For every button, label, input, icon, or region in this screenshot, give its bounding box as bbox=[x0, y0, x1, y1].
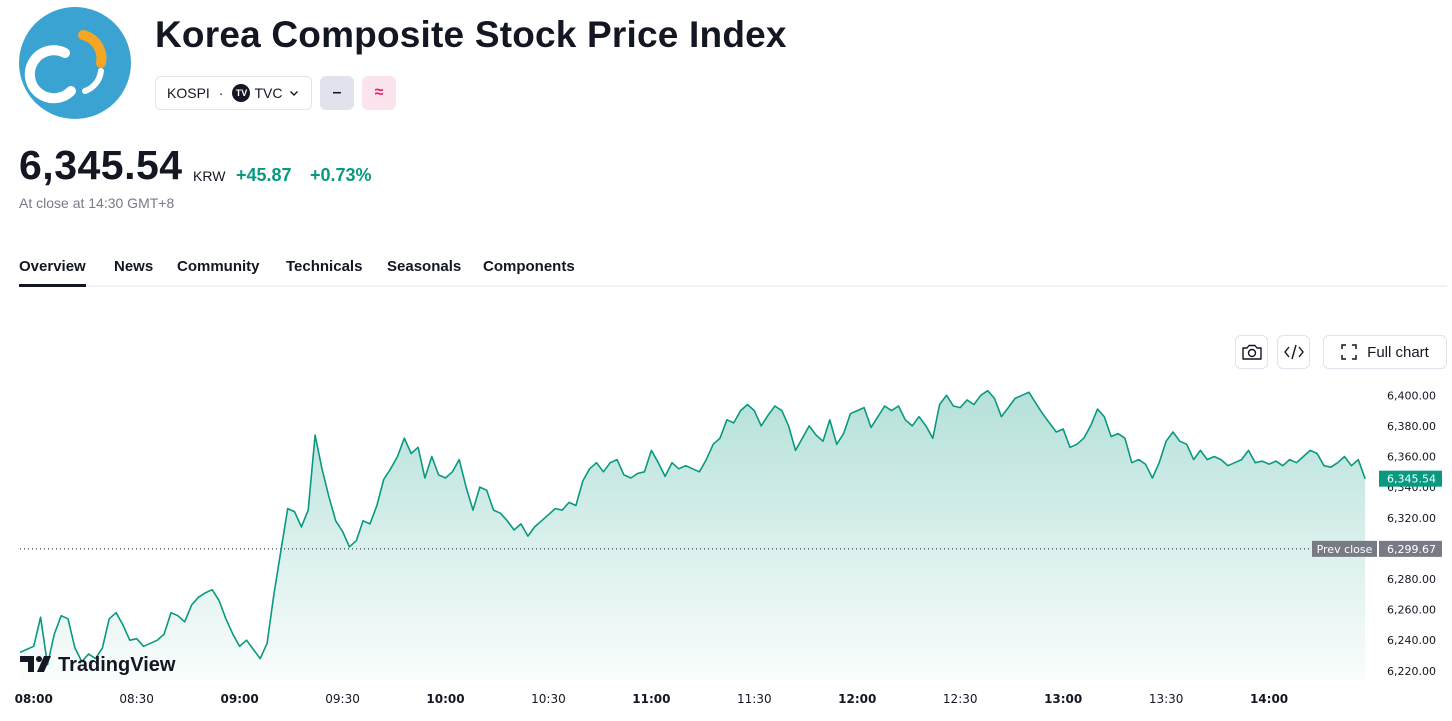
embed-button[interactable] bbox=[1277, 335, 1310, 369]
full-chart-label: Full chart bbox=[1367, 343, 1429, 361]
x-tick-label: 08:30 bbox=[119, 692, 154, 706]
x-tick-label: 12:30 bbox=[943, 692, 978, 706]
y-tick-label: 6,360.00 bbox=[1387, 451, 1436, 464]
code-icon bbox=[1283, 344, 1304, 360]
y-tick-label: 6,400.00 bbox=[1387, 389, 1436, 402]
tradingview-watermark: TradingView bbox=[20, 654, 176, 676]
kospi-logo bbox=[19, 7, 131, 119]
x-tick-label: 12:00 bbox=[838, 692, 876, 706]
tab-technicals[interactable]: Technicals bbox=[286, 258, 363, 275]
y-tick-label: 6,240.00 bbox=[1387, 634, 1436, 647]
full-chart-button[interactable]: Full chart bbox=[1323, 335, 1447, 369]
prev-close-tag bbox=[1312, 540, 1377, 557]
x-tick-label: 10:30 bbox=[531, 692, 566, 706]
tab-news[interactable]: News bbox=[114, 258, 154, 275]
exchange-label: TVC bbox=[254, 85, 283, 101]
y-tick-label: 6,380.00 bbox=[1387, 420, 1436, 433]
market-status-badge[interactable]: – bbox=[320, 76, 354, 110]
x-tick-label: 13:30 bbox=[1149, 692, 1184, 706]
prev-close-label: Prev close bbox=[1317, 543, 1373, 556]
tab-overview[interactable]: Overview bbox=[19, 258, 86, 287]
last-price-tag-label: 6,345.54 bbox=[1387, 473, 1436, 486]
x-tick-label: 14:00 bbox=[1250, 692, 1288, 706]
prev-close-value-tag bbox=[1379, 540, 1442, 557]
symbol-exchange-chip[interactable]: KOSPI · TV TVC bbox=[155, 76, 312, 110]
tab-seasonals[interactable]: Seasonals bbox=[387, 258, 462, 275]
delayed-data-badge[interactable]: ≈ bbox=[362, 76, 396, 110]
x-tick-label: 09:30 bbox=[325, 692, 360, 706]
camera-icon bbox=[1241, 344, 1262, 360]
y-tick-label: 6,220.00 bbox=[1387, 665, 1436, 678]
snapshot-button[interactable] bbox=[1235, 335, 1268, 369]
y-tick-label: 6,260.00 bbox=[1387, 604, 1436, 617]
tradingview-wordmark: TradingView bbox=[58, 654, 176, 676]
last-price: 6,345.54 bbox=[19, 142, 183, 188]
price-area-fill bbox=[20, 390, 1366, 680]
symbol-label: KOSPI bbox=[167, 85, 210, 101]
prev-close-value: 6,299.67 bbox=[1387, 543, 1436, 556]
x-tick-label: 08:00 bbox=[15, 692, 53, 706]
x-tick-label: 09:00 bbox=[221, 692, 259, 706]
currency-label: KRW bbox=[193, 168, 226, 184]
separator-dot: · bbox=[218, 85, 224, 101]
price-change-percent: +0.73% bbox=[310, 165, 372, 185]
tab-bar: Overview News Community Technicals Seaso… bbox=[19, 258, 1447, 287]
tab-components[interactable]: Components bbox=[483, 258, 575, 275]
x-tick-label: 10:00 bbox=[426, 692, 464, 706]
y-tick-label: 6,320.00 bbox=[1387, 512, 1436, 525]
last-price-tag bbox=[1379, 470, 1442, 487]
x-tick-label: 11:30 bbox=[737, 692, 772, 706]
logo-swirl-icon bbox=[24, 30, 107, 104]
price-change: +45.87 bbox=[236, 165, 292, 185]
x-tick-label: 11:00 bbox=[632, 692, 670, 706]
chevron-down-icon bbox=[290, 91, 299, 96]
tab-community[interactable]: Community bbox=[177, 258, 260, 275]
y-tick-label: 6,280.00 bbox=[1387, 573, 1436, 586]
tradingview-logo-icon bbox=[20, 656, 34, 672]
market-close-note: At close at 14:30 GMT+8 bbox=[19, 195, 175, 211]
price-chart[interactable]: 6,400.006,380.006,360.006,340.006,320.00… bbox=[0, 380, 1452, 721]
page-title: Korea Composite Stock Price Index bbox=[155, 14, 787, 55]
tradingview-exchange-icon: TV bbox=[232, 84, 251, 102]
fullscreen-icon bbox=[1341, 344, 1357, 360]
price-line bbox=[19, 389, 1366, 666]
x-tick-label: 13:00 bbox=[1044, 692, 1082, 706]
